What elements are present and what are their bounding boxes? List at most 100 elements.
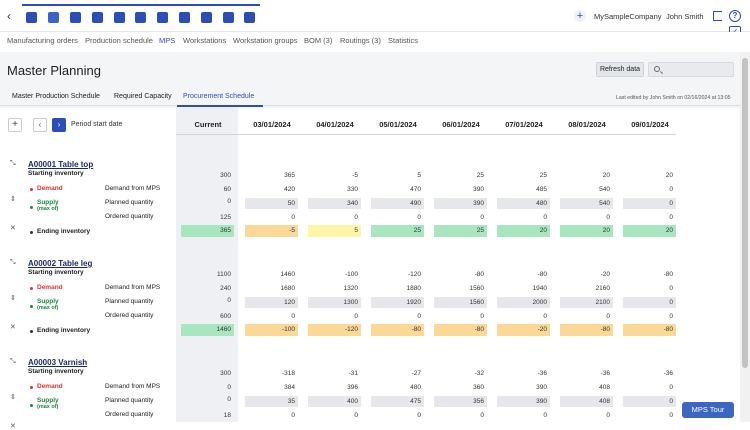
ordered-cell: 0 <box>480 313 484 320</box>
planned-cell[interactable]: 356 <box>434 396 487 407</box>
nav-production-schedule[interactable]: Production schedule <box>85 36 153 45</box>
nav-workstations[interactable]: Workstations <box>183 36 227 45</box>
last-edited: Last edited by John Smith on 02/16/2024 … <box>616 95 731 101</box>
nav-routings-3[interactable]: Routings (3) <box>340 36 381 45</box>
demand-cell: 0 <box>227 384 231 391</box>
planned-cell[interactable]: 540 <box>560 198 613 209</box>
nav-bom-3[interactable]: BOM (3) <box>304 36 333 45</box>
remove-icon[interactable]: ✕ <box>10 225 16 232</box>
starting-cell: 365 <box>284 172 295 179</box>
demand-label[interactable]: Demand <box>37 383 63 390</box>
supply-label[interactable]: Supply <box>37 199 59 206</box>
nav-workstation-groups[interactable]: Workstation groups <box>233 36 298 45</box>
search-input[interactable] <box>648 62 734 77</box>
ordered-cell: 0 <box>606 313 610 320</box>
starting-cell: -20 <box>600 271 610 278</box>
planned-cell[interactable]: 35 <box>245 396 298 407</box>
sort-icon[interactable]: ⇕ <box>10 295 16 302</box>
planned-cell[interactable]: 400 <box>308 396 361 407</box>
starting-cell: 1100 <box>217 271 231 278</box>
planned-cell[interactable]: 50 <box>245 198 298 209</box>
planned-cell[interactable]: 0 <box>623 396 676 407</box>
collapse-icon[interactable]: ⤡ <box>10 259 16 266</box>
planned-cell[interactable]: 2000 <box>497 297 550 308</box>
add-product-button[interactable]: + <box>8 118 22 132</box>
remove-icon[interactable]: ✕ <box>10 423 16 430</box>
tab-master-production-schedule[interactable]: Master Production Schedule <box>12 93 100 100</box>
sort-icon[interactable]: ⇕ <box>10 394 16 401</box>
dashboard-app-button[interactable] <box>22 6 42 28</box>
planned-quantity-label: Planned quantity <box>105 298 154 305</box>
calendar-icon <box>91 11 103 23</box>
planned-cell[interactable]: 408 <box>560 396 613 407</box>
bar-chart-app-button[interactable] <box>66 6 86 28</box>
gear-app-button[interactable] <box>175 6 195 28</box>
starting-inventory-label: Starting inventory <box>28 368 84 375</box>
ending-cell: -5 <box>245 225 298 237</box>
back-chevron-icon[interactable]: ‹ <box>7 9 11 23</box>
tab-procurement-schedule[interactable]: Procurement Schedule <box>183 93 255 100</box>
help-icon[interactable]: ? <box>729 10 741 22</box>
supply-label[interactable]: Supply <box>37 298 59 305</box>
product-title[interactable]: A00001 Table top <box>28 160 94 169</box>
active-tab-underline <box>177 105 263 107</box>
planned-quantity-label: Planned quantity <box>105 199 154 206</box>
nav-manufacturing-orders[interactable]: Manufacturing orders <box>7 36 78 45</box>
planned-cell[interactable]: 1300 <box>308 297 361 308</box>
planned-cell[interactable]: 0 <box>623 198 676 209</box>
collapse-icon[interactable]: ⤡ <box>10 358 16 365</box>
planned-cell[interactable]: 480 <box>497 198 550 209</box>
planned-cell[interactable]: 390 <box>497 396 550 407</box>
starting-cell: -318 <box>281 370 295 377</box>
column-header: 06/01/2024 <box>442 120 480 129</box>
supply-label[interactable]: Supply <box>37 397 59 404</box>
mps-tour-button[interactable]: MPS Tour <box>682 402 734 418</box>
monitor-app-button[interactable] <box>196 6 216 28</box>
starting-cell: -32 <box>474 370 484 377</box>
starting-cell: 20 <box>602 172 610 179</box>
exit-icon[interactable] <box>713 11 722 21</box>
vertical-scrollbar[interactable] <box>740 52 750 422</box>
scroll-thumb[interactable] <box>742 58 748 368</box>
planned-cell[interactable]: 0 <box>623 297 676 308</box>
user-name[interactable]: John Smith <box>666 12 704 21</box>
demand-label[interactable]: Demand <box>37 284 63 291</box>
column-header: 03/01/2024 <box>253 120 291 129</box>
demand-cell: 390 <box>473 186 484 193</box>
lightbulb-app-button[interactable] <box>240 6 260 28</box>
tab-required-capacity[interactable]: Required Capacity <box>114 93 172 100</box>
previous-period-button[interactable]: ‹ <box>33 118 47 132</box>
planned-cell[interactable]: 1920 <box>371 297 424 308</box>
sync-app-button[interactable] <box>44 6 64 28</box>
planned-cell[interactable]: 390 <box>434 198 487 209</box>
next-period-button[interactable]: › <box>52 118 66 132</box>
demand-cell: 0 <box>669 186 673 193</box>
planned-cell[interactable]: 1560 <box>434 297 487 308</box>
hierarchy-app-button[interactable] <box>109 6 129 28</box>
refresh-button[interactable]: Refresh data <box>596 62 644 77</box>
planned-cell[interactable]: 2100 <box>560 297 613 308</box>
demand-label[interactable]: Demand <box>37 185 63 192</box>
nav-mps[interactable]: MPS <box>159 36 176 45</box>
collapse-icon[interactable]: ⤡ <box>10 160 16 167</box>
planned-cell[interactable]: 340 <box>308 198 361 209</box>
sort-icon[interactable]: ⇕ <box>10 196 16 203</box>
planned-cell[interactable]: 475 <box>371 396 424 407</box>
starting-cell: -80 <box>474 271 484 278</box>
nav-statistics[interactable]: Statistics <box>388 36 419 45</box>
starting-cell: -31 <box>348 370 358 377</box>
product-title[interactable]: A00003 Varnish <box>28 358 88 367</box>
planned-cell[interactable]: 490 <box>371 198 424 209</box>
starting-cell: -36 <box>663 370 673 377</box>
calendar-app-button[interactable] <box>87 6 107 28</box>
company-name[interactable]: MySampleCompany <box>594 12 662 21</box>
monitor-icon <box>200 11 212 23</box>
demand-cell: 420 <box>284 186 295 193</box>
basket-app-button[interactable] <box>153 6 173 28</box>
add-icon[interactable]: + <box>574 10 586 22</box>
product-title[interactable]: A00002 Table leg <box>28 259 93 268</box>
gift-app-button[interactable] <box>218 6 238 28</box>
book-app-button[interactable] <box>131 6 151 28</box>
remove-icon[interactable]: ✕ <box>10 324 16 331</box>
planned-cell[interactable]: 120 <box>245 297 298 308</box>
